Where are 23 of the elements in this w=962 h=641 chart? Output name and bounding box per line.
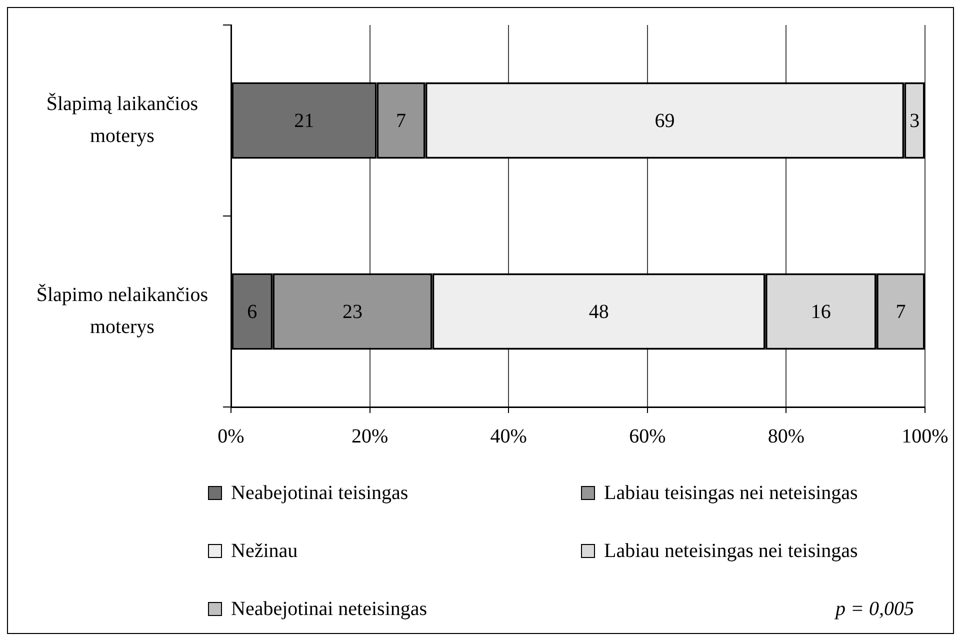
y-tick-label: Šlapimo nelaikančios moterys [36,282,208,338]
x-tick-label: 100% [902,425,948,448]
data-label: 69 [654,110,675,132]
data-label: 48 [588,300,609,323]
x-tick-label: 0% [218,425,244,448]
legend-label: Neabejotinai teisingas [231,481,408,505]
legend-label: Labiau teisingas nei neteisingas [604,481,858,505]
data-label: 6 [247,300,258,323]
data-label: 3 [910,110,920,132]
data-label: 21 [294,110,314,132]
legend-label: Nežinau [231,539,298,563]
data-label: 23 [342,300,362,323]
x-tick-label: 40% [490,425,527,448]
x-tick-label: 20% [351,425,388,448]
data-label: 16 [810,300,831,323]
x-tick-label: 60% [629,425,666,448]
data-label: 7 [396,110,406,132]
legend-label: Labiau neteisingas nei teisingas [604,539,858,563]
y-tick-label: Šlapimą laikančios moterys [46,92,198,147]
data-label: 7 [896,300,906,323]
x-tick-label: 80% [768,425,805,448]
legend-label: Neabejotinai neteisingas [231,597,428,621]
text: p = 0,005 [836,597,914,621]
